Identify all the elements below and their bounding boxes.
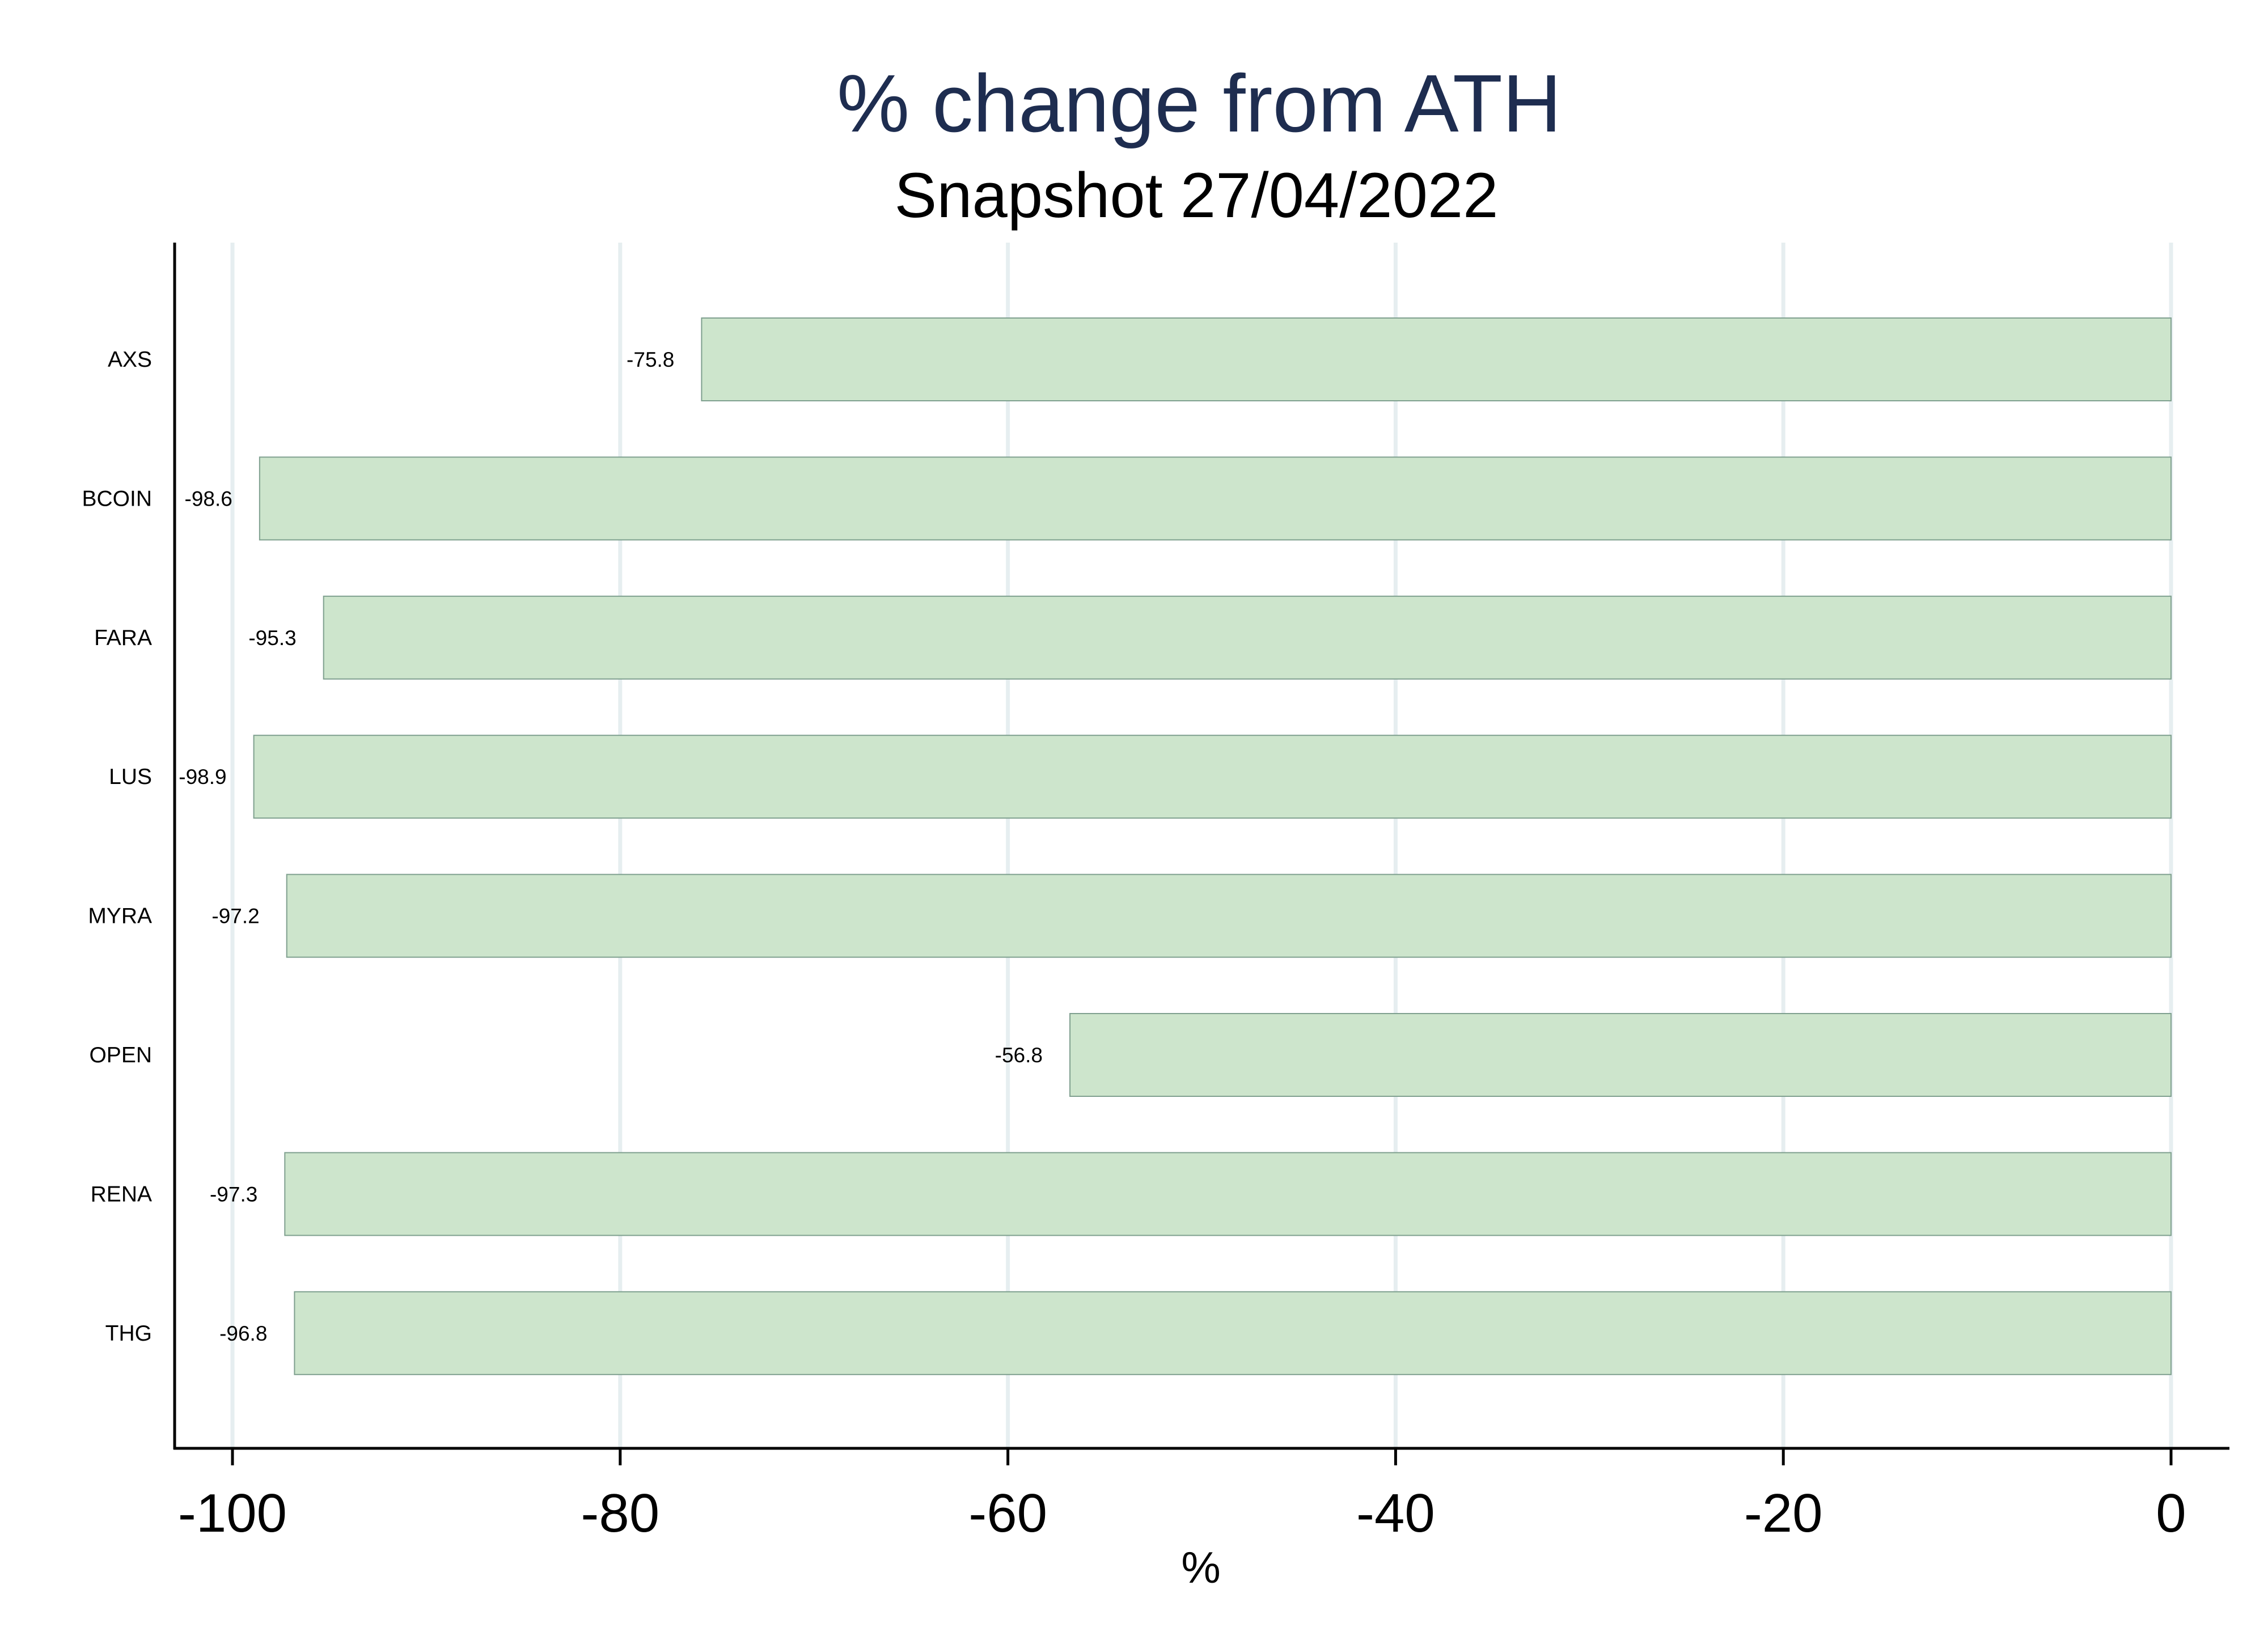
bar-open xyxy=(1069,1013,2172,1097)
bars: AXS -75.8 BCOIN -98.6 FARA -95.3 LUS -98.9 MYRA -… xyxy=(82,317,2172,1375)
data-label: -95.3 xyxy=(248,626,296,650)
data-label: -96.8 xyxy=(219,1322,267,1345)
x-tick-label: -40 xyxy=(1356,1483,1435,1544)
bar-axs xyxy=(701,317,2172,401)
category-label: LUS xyxy=(109,765,152,789)
data-label: -97.3 xyxy=(210,1182,257,1206)
data-label: -98.6 xyxy=(185,487,232,510)
data-label: -98.9 xyxy=(179,765,226,789)
category-label: AXS xyxy=(108,347,152,372)
chart-title: % change from ATH xyxy=(837,58,1562,149)
x-tick-label: -80 xyxy=(581,1483,659,1544)
x-tick-label: -60 xyxy=(968,1483,1047,1544)
bar-myra xyxy=(286,874,2172,958)
bar-fara xyxy=(323,595,2172,680)
gridlines xyxy=(230,243,2173,1447)
category-label: FARA xyxy=(94,626,152,650)
data-label: -56.8 xyxy=(995,1044,1043,1067)
category-label: RENA xyxy=(91,1182,152,1206)
x-tick-label: -100 xyxy=(178,1483,287,1544)
x-ticks: -100 -80 -60 -40 -20 0 xyxy=(178,1448,2186,1544)
chart-subtitle: Snapshot 27/04/2022 xyxy=(895,160,1499,231)
category-label: THG xyxy=(105,1321,152,1346)
bar-lus xyxy=(253,735,2172,819)
x-axis-title: % xyxy=(1181,1542,1220,1592)
category-label: OPEN xyxy=(89,1043,152,1067)
axes xyxy=(173,243,2229,1450)
data-label: -97.2 xyxy=(211,905,259,928)
bar-thg xyxy=(294,1291,2172,1375)
bar-rena xyxy=(284,1152,2172,1236)
x-tick-label: -20 xyxy=(1744,1483,1823,1544)
data-label: -75.8 xyxy=(627,348,674,371)
x-tick-label: 0 xyxy=(2156,1483,2186,1544)
category-label: BCOIN xyxy=(82,486,152,511)
bar-bcoin xyxy=(259,456,2172,541)
category-label: MYRA xyxy=(88,904,152,929)
